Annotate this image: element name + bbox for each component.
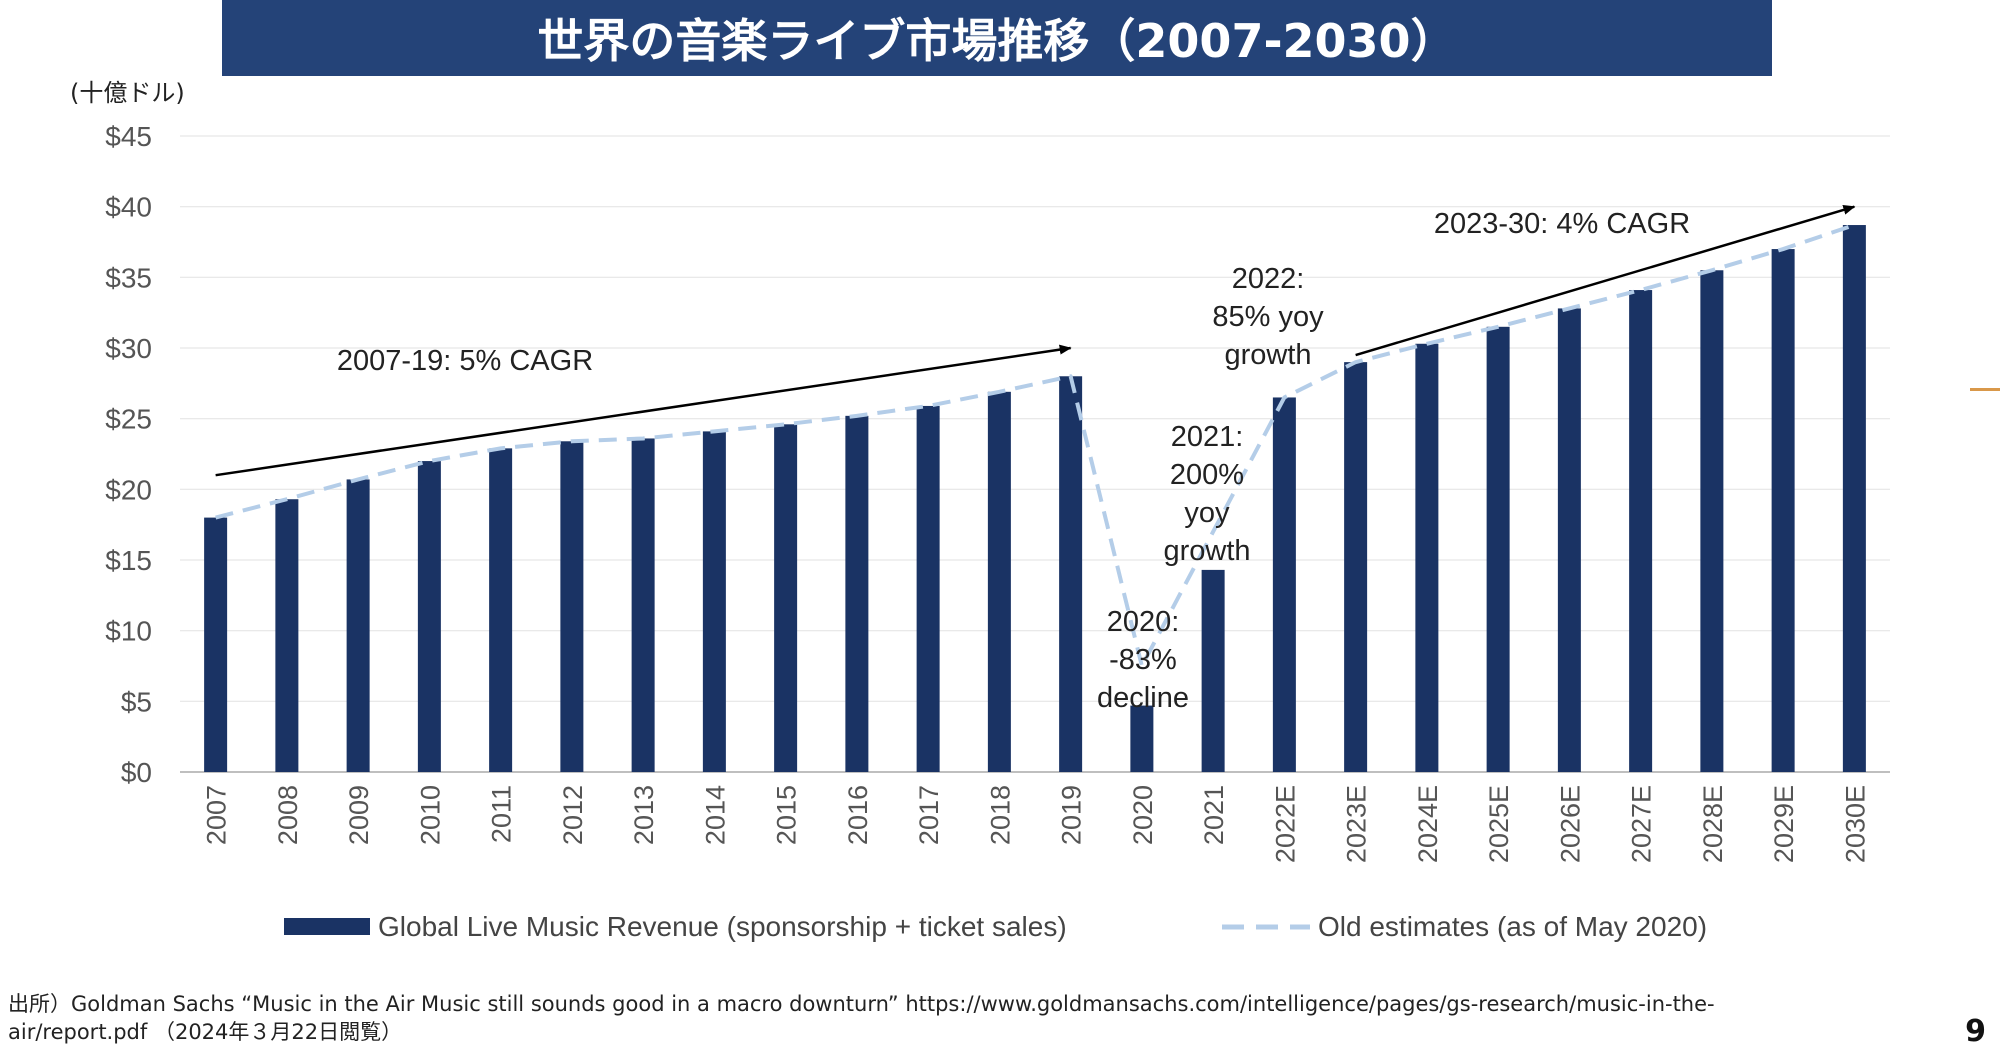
bar xyxy=(1272,397,1296,772)
x-tick-label: 2009 xyxy=(344,785,374,845)
x-tick-label: 2008 xyxy=(273,785,303,845)
bar xyxy=(417,461,441,772)
annotation-line: growth xyxy=(1224,339,1311,371)
y-tick-label: $25 xyxy=(105,404,152,435)
annotation-line: 2007-19: 5% CAGR xyxy=(337,345,593,377)
trend-arrow xyxy=(1355,205,1856,357)
annotation-line: -83% xyxy=(1109,644,1177,676)
bar xyxy=(560,441,584,772)
x-tick-label: 2013 xyxy=(629,785,659,845)
source-line-1: 出所）Goldman Sachs “Music in the Air Music… xyxy=(8,992,1715,1016)
bar xyxy=(204,517,228,772)
bar xyxy=(845,415,869,772)
x-tick-label: 2024E xyxy=(1413,785,1443,863)
x-tick-label: 2011 xyxy=(487,785,517,843)
bar xyxy=(1842,225,1866,773)
bar xyxy=(916,405,940,772)
x-tick-label: 2029E xyxy=(1769,785,1799,863)
x-tick-label: 2010 xyxy=(415,785,445,845)
annotation-cagr-2007-19: 2007-19: 5% CAGR xyxy=(337,345,593,377)
x-tick-label: 2025E xyxy=(1484,785,1514,863)
x-tick-label: 2015 xyxy=(772,785,802,845)
legend: Global Live Music Revenue (sponsorship +… xyxy=(284,911,1707,942)
bar xyxy=(631,438,655,772)
x-tick-label: 2027E xyxy=(1627,785,1657,863)
annotation-line: 85% yoy xyxy=(1212,301,1324,333)
x-tick-label: 2016 xyxy=(843,785,873,845)
annotations: 2007-19: 5% CAGR 2023-30: 4% CAGR 2022: 85%… xyxy=(337,208,1690,714)
annotation-line: 2022: xyxy=(1232,263,1305,295)
y-tick-label: $5 xyxy=(121,686,152,717)
annotation-line: decline xyxy=(1097,682,1189,714)
x-tick-label: 2021 xyxy=(1199,785,1229,845)
bar xyxy=(702,431,726,772)
x-axis-ticks: 2007 2008 2009 2010 2011 2012 2013 2014 2015 2016… xyxy=(202,785,1871,863)
bar xyxy=(1700,270,1724,772)
x-tick-label: 2030E xyxy=(1840,785,1870,863)
annotation-line: 2023-30: 4% CAGR xyxy=(1434,208,1690,240)
x-tick-label: 2017 xyxy=(914,785,944,845)
revenue-bars xyxy=(204,225,1866,773)
bar xyxy=(1771,249,1795,773)
x-tick-label: 2026E xyxy=(1555,785,1585,863)
gridlines xyxy=(180,135,1890,773)
annotation-line: 2020: xyxy=(1107,606,1180,638)
trend-arrows xyxy=(215,205,1856,477)
bar xyxy=(489,448,513,772)
x-tick-label: 2019 xyxy=(1057,785,1087,845)
x-tick-label: 2022E xyxy=(1270,785,1300,863)
legend-bar-label: Global Live Music Revenue (sponsorship +… xyxy=(378,911,1067,942)
annotation-line: 200% xyxy=(1170,459,1244,491)
page-number: 9 xyxy=(1965,1014,1986,1049)
bar xyxy=(1629,290,1653,772)
page-title: 世界の音楽ライブ市場推移（2007-2030） xyxy=(222,0,1772,76)
side-accent-mark xyxy=(1970,388,2000,391)
annotation-note-2020: 2020: -83% decline xyxy=(1097,606,1189,714)
source-note: 出所）Goldman Sachs “Music in the Air Music… xyxy=(8,990,1908,1046)
y-tick-label: $40 xyxy=(105,192,152,223)
x-tick-label: 2028E xyxy=(1698,785,1728,863)
y-tick-label: $10 xyxy=(105,616,152,647)
old-estimates-polyline xyxy=(215,223,1856,668)
y-tick-label: $45 xyxy=(105,121,152,152)
bar xyxy=(1059,376,1083,772)
bar xyxy=(1344,362,1368,772)
x-tick-label: 2014 xyxy=(700,785,730,845)
bar xyxy=(1486,326,1510,772)
annotation-cagr-2023-30: 2023-30: 4% CAGR xyxy=(1434,208,1690,240)
x-tick-label: 2018 xyxy=(985,785,1015,845)
annotation-line: growth xyxy=(1163,535,1250,567)
bar xyxy=(1557,308,1581,772)
trend-arrow xyxy=(215,344,1072,477)
annotation-line: 2021: xyxy=(1171,421,1244,453)
x-tick-label: 2020 xyxy=(1128,785,1158,845)
annotation-note-2022: 2022: 85% yoy growth xyxy=(1212,263,1324,371)
legend-bar-swatch xyxy=(284,918,370,935)
bar xyxy=(1415,343,1439,772)
y-tick-label: $0 xyxy=(121,757,152,788)
bar xyxy=(1201,569,1225,772)
bar xyxy=(774,424,798,772)
bar xyxy=(1130,705,1154,772)
y-tick-label: $30 xyxy=(105,333,152,364)
bar xyxy=(346,479,370,772)
x-tick-label: 2023E xyxy=(1342,785,1372,863)
x-tick-label: 2012 xyxy=(558,785,588,845)
bar xyxy=(275,499,299,772)
x-tick-label: 2007 xyxy=(202,785,232,845)
legend-line-label: Old estimates (as of May 2020) xyxy=(1318,911,1707,942)
live-music-revenue-chart: (十億ドル) $0 $5 $10 $15 $20 $25 $30 $35 $40 $45 2007… xyxy=(70,79,1890,942)
y-axis-ticks: $0 $5 $10 $15 $20 $25 $30 $35 $40 $45 xyxy=(105,121,152,788)
y-tick-label: $20 xyxy=(105,474,152,505)
y-tick-label: $35 xyxy=(105,262,152,293)
y-unit-label: (十億ドル) xyxy=(70,79,185,107)
annotation-line: yoy xyxy=(1184,497,1230,529)
annotation-note-2021: 2021: 200% yoy growth xyxy=(1163,421,1250,567)
bar xyxy=(987,391,1011,772)
old-estimates-line xyxy=(215,223,1856,668)
source-line-2: air/report.pdf （2024年３月22日閲覧） xyxy=(8,1020,403,1044)
y-tick-label: $15 xyxy=(105,545,152,576)
